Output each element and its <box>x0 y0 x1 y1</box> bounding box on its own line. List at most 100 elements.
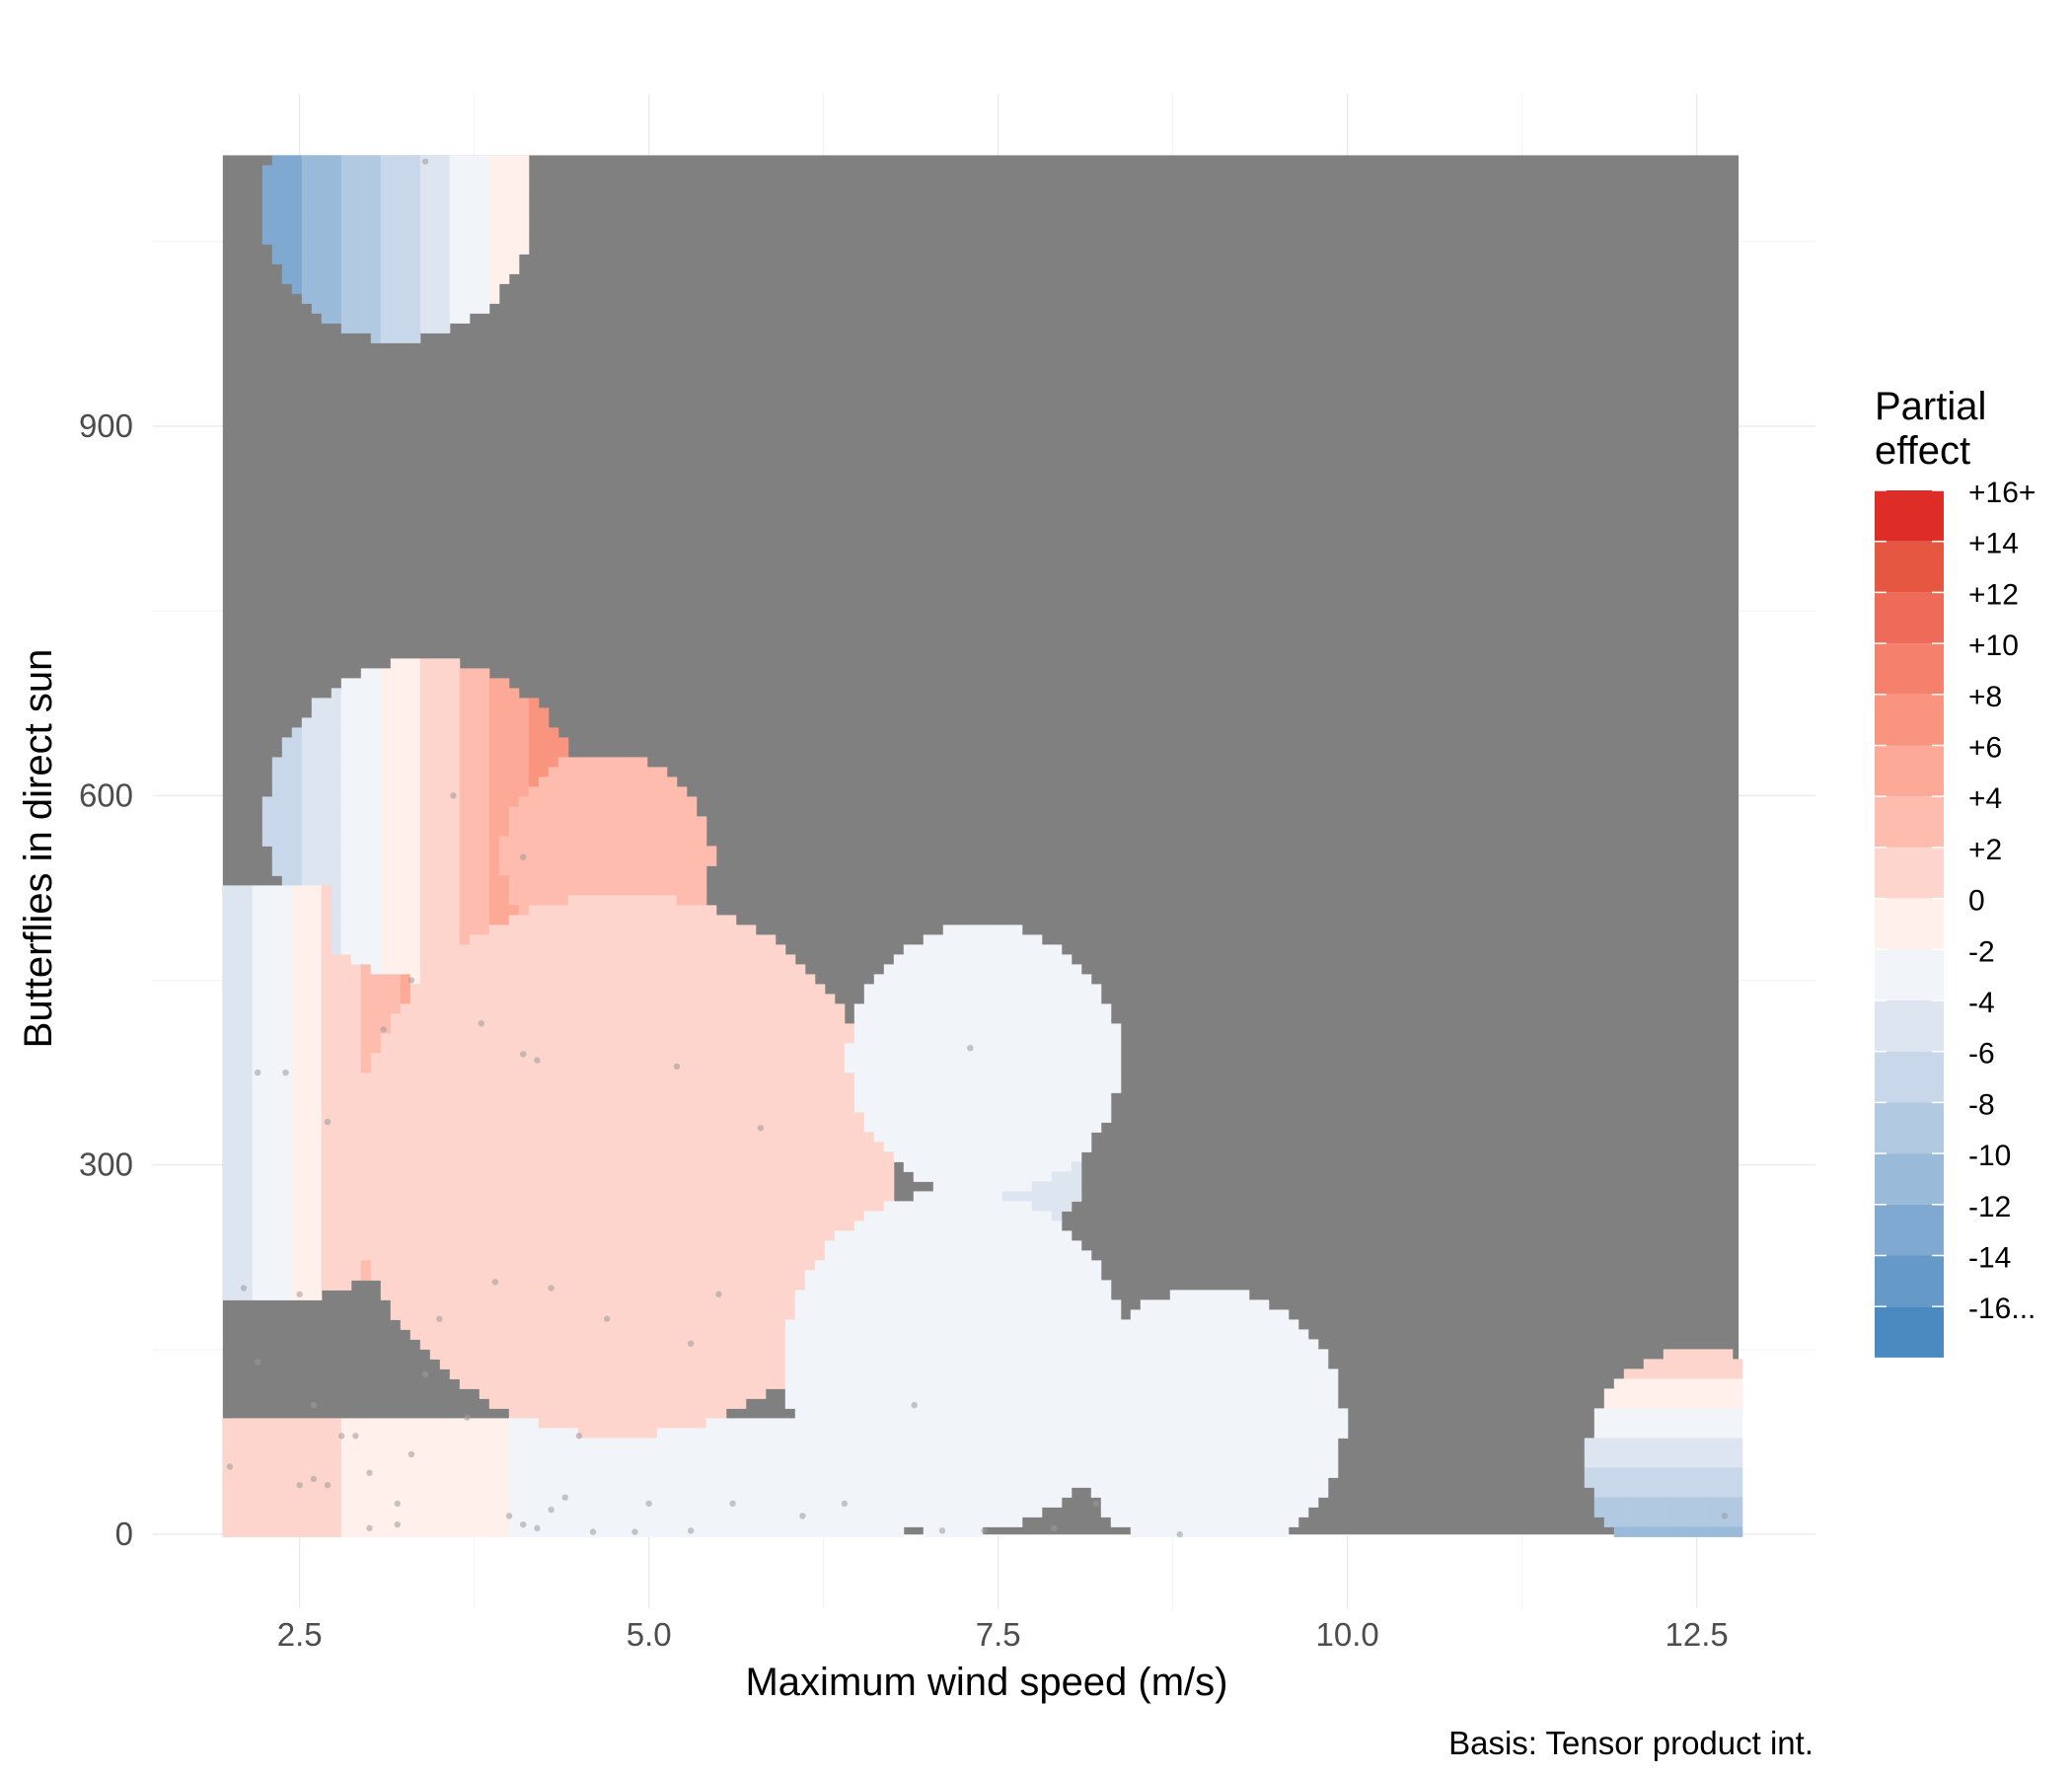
effect-cell <box>686 1063 698 1073</box>
effect-cell <box>271 1270 283 1281</box>
effect-cell <box>370 1053 382 1064</box>
effect-cell <box>784 1151 796 1162</box>
effect-cell <box>400 846 411 856</box>
effect-cell <box>459 1151 471 1162</box>
effect-cell <box>893 1221 905 1231</box>
effect-cell <box>311 747 323 758</box>
effect-cell <box>409 1201 421 1212</box>
effect-cell <box>370 293 382 304</box>
effect-cell <box>528 796 540 807</box>
effect-cell <box>686 855 698 866</box>
effect-cell <box>696 865 707 876</box>
effect-cell <box>429 1171 441 1182</box>
effect-cell <box>1051 1240 1063 1251</box>
effect-cell <box>390 1023 402 1034</box>
effect-cell <box>380 1181 392 1192</box>
effect-cell <box>390 1151 402 1162</box>
effect-cell <box>686 1309 698 1320</box>
effect-cell <box>656 1240 668 1251</box>
effect-cell <box>587 1230 599 1241</box>
effect-cell <box>488 777 500 787</box>
effect-cell <box>439 175 451 185</box>
effect-cell <box>380 678 392 689</box>
effect-cell <box>281 964 293 975</box>
effect-cell <box>498 1280 510 1291</box>
effect-cell <box>252 1181 263 1192</box>
effect-cell <box>844 1092 855 1103</box>
effect-cell <box>469 717 481 728</box>
effect-cell <box>982 1270 994 1281</box>
effect-cell <box>488 1171 500 1182</box>
effect-cell <box>350 954 362 965</box>
effect-cell <box>400 1033 411 1044</box>
effect-cell <box>469 885 481 896</box>
effect-cell <box>567 757 579 768</box>
effect-cell <box>873 1309 885 1320</box>
effect-cell <box>281 155 293 166</box>
effect-cell <box>834 1043 846 1054</box>
effect-cell <box>814 1073 826 1083</box>
effect-cell <box>932 1132 944 1143</box>
effect-cell <box>735 925 747 935</box>
effect-cell <box>331 1132 342 1143</box>
effect-cell <box>844 1181 855 1192</box>
effect-cell <box>794 1033 806 1044</box>
effect-cell <box>380 155 392 166</box>
effect-cell <box>449 313 461 324</box>
effect-cell <box>390 954 402 965</box>
effect-cell <box>252 915 263 925</box>
effect-cell <box>518 1280 530 1291</box>
effect-cell <box>577 816 589 827</box>
effect-cell <box>1021 934 1033 945</box>
effect-cell <box>242 994 254 1004</box>
effect-cell <box>261 1013 273 1024</box>
effect-cell <box>577 1033 589 1044</box>
effect-cell <box>1031 1299 1043 1310</box>
effect-cell <box>548 1112 559 1123</box>
effect-cell <box>370 1230 382 1241</box>
effect-cell <box>755 1003 767 1014</box>
effect-cell <box>1051 1053 1063 1064</box>
effect-cell <box>498 767 510 777</box>
effect-cell <box>775 1309 786 1320</box>
effect-cell <box>1011 1171 1023 1182</box>
effect-cell <box>587 836 599 847</box>
effect-cell <box>755 1092 767 1103</box>
effect-cell <box>321 244 333 255</box>
effect-cell <box>419 1270 431 1281</box>
effect-cell <box>281 806 293 817</box>
effect-cell <box>360 737 372 748</box>
effect-cell <box>557 1073 569 1083</box>
effect-cell <box>834 1211 846 1221</box>
effect-cell <box>429 254 441 264</box>
effect-cell <box>676 786 688 797</box>
effect-cell <box>301 1063 313 1073</box>
effect-cell <box>528 846 540 856</box>
effect-cell <box>469 954 481 965</box>
effect-cell <box>627 846 638 856</box>
effect-cell <box>656 1299 668 1310</box>
effect-cell <box>1041 1023 1053 1034</box>
effect-cell <box>419 1033 431 1044</box>
effect-cell <box>479 303 490 314</box>
effect-cell <box>725 1211 737 1221</box>
effect-cell <box>666 1142 678 1152</box>
effect-cell <box>350 263 362 274</box>
effect-cell <box>1228 1309 1240 1320</box>
effect-cell <box>607 1260 619 1271</box>
effect-cell <box>942 1260 954 1271</box>
effect-cell <box>1179 1299 1191 1310</box>
effect-cell <box>923 1319 934 1330</box>
effect-cell <box>824 1013 836 1024</box>
effect-cell <box>548 1290 559 1300</box>
effect-cell <box>518 1102 530 1113</box>
effect-cell <box>666 806 678 817</box>
effect-cell <box>735 1151 747 1162</box>
effect-cell <box>666 1201 678 1212</box>
effect-cell <box>932 944 944 955</box>
effect-cell <box>1061 1260 1073 1271</box>
effect-cell <box>1071 1112 1082 1123</box>
effect-cell <box>479 1003 490 1014</box>
effect-cell <box>903 1270 915 1281</box>
effect-cell <box>883 1102 895 1113</box>
